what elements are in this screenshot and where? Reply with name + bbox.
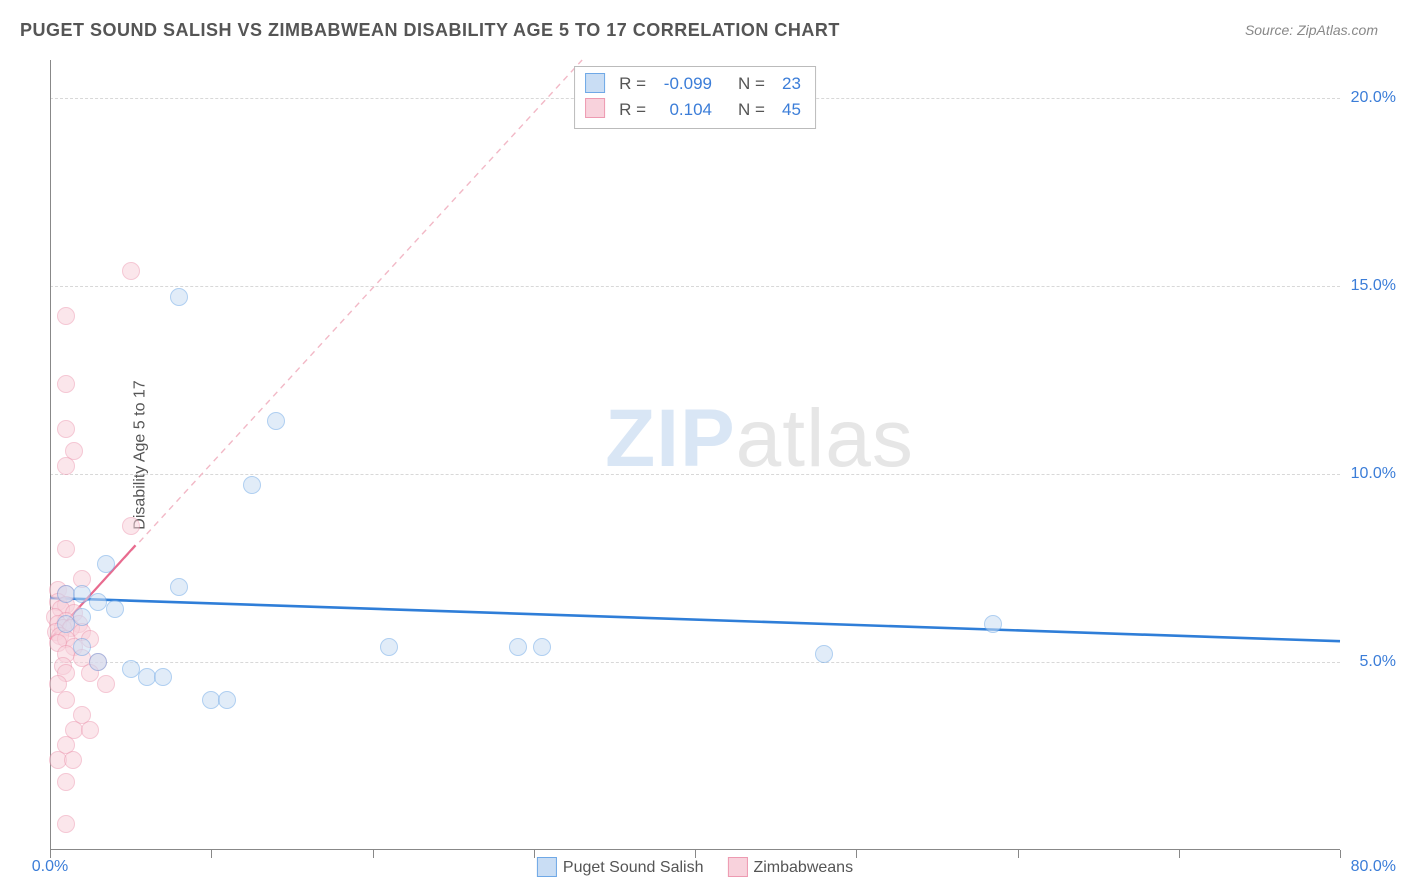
data-point (81, 721, 99, 739)
y-tick-label: 15.0% (1351, 277, 1396, 295)
data-point (267, 412, 285, 430)
data-point (57, 457, 75, 475)
x-tick-label: 80.0% (1351, 858, 1396, 876)
x-tick-label: 0.0% (32, 858, 68, 876)
data-point (380, 638, 398, 656)
swatch (727, 857, 747, 877)
data-point (64, 751, 82, 769)
chart-title: PUGET SOUND SALISH VS ZIMBABWEAN DISABIL… (20, 20, 840, 41)
x-tick (534, 850, 535, 858)
y-axis (50, 60, 51, 850)
data-point (170, 578, 188, 596)
data-point (122, 262, 140, 280)
data-point (815, 645, 833, 663)
gridline (50, 474, 1340, 475)
data-point (243, 476, 261, 494)
r-value: 0.104 (654, 97, 712, 123)
data-point (89, 653, 107, 671)
y-tick-label: 5.0% (1360, 653, 1396, 671)
data-point (73, 638, 91, 656)
data-point (154, 668, 172, 686)
data-point (218, 691, 236, 709)
swatch (585, 73, 605, 93)
data-point (57, 773, 75, 791)
data-point (97, 555, 115, 573)
gridline (50, 286, 1340, 287)
data-point (57, 815, 75, 833)
x-tick (695, 850, 696, 858)
x-tick (50, 850, 51, 858)
legend-label: Puget Sound Salish (563, 859, 704, 876)
y-axis-label: Disability Age 5 to 17 (132, 380, 150, 529)
trend-lines (50, 60, 1340, 850)
legend-label: Zimbabweans (753, 859, 853, 876)
x-tick (211, 850, 212, 858)
data-point (57, 420, 75, 438)
plot-area: Disability Age 5 to 17 ZIPatlas 5.0%10.0… (50, 60, 1340, 850)
y-tick-label: 20.0% (1351, 89, 1396, 107)
n-label: N = (738, 97, 765, 123)
swatch (585, 98, 605, 118)
stats-row: R = 0.104 N = 45 (585, 97, 801, 123)
source-attribution: Source: ZipAtlas.com (1245, 22, 1378, 38)
data-point (509, 638, 527, 656)
swatch (537, 857, 557, 877)
x-tick (1340, 850, 1341, 858)
x-tick (373, 850, 374, 858)
data-point (106, 600, 124, 618)
data-point (170, 288, 188, 306)
y-tick-label: 10.0% (1351, 465, 1396, 483)
watermark: ZIPatlas (605, 392, 914, 486)
data-point (57, 691, 75, 709)
data-point (73, 608, 91, 626)
r-value: -0.099 (654, 71, 712, 97)
stats-row: R = -0.099 N = 23 (585, 71, 801, 97)
n-label: N = (738, 71, 765, 97)
data-point (122, 517, 140, 535)
data-point (57, 375, 75, 393)
legend-item: Puget Sound Salish (537, 858, 704, 878)
legend-item: Zimbabweans (727, 858, 853, 878)
x-tick (1179, 850, 1180, 858)
data-point (97, 675, 115, 693)
legend: Puget Sound Salish Zimbabweans (537, 858, 853, 878)
data-point (57, 540, 75, 558)
data-point (57, 615, 75, 633)
n-value: 45 (773, 97, 801, 123)
gridline (50, 662, 1340, 663)
data-point (533, 638, 551, 656)
data-point (984, 615, 1002, 633)
stats-box: R = -0.099 N = 23 R = 0.104 N = 45 (574, 66, 816, 129)
x-tick (1018, 850, 1019, 858)
data-point (57, 307, 75, 325)
n-value: 23 (773, 71, 801, 97)
x-tick (856, 850, 857, 858)
r-label: R = (619, 71, 646, 97)
r-label: R = (619, 97, 646, 123)
